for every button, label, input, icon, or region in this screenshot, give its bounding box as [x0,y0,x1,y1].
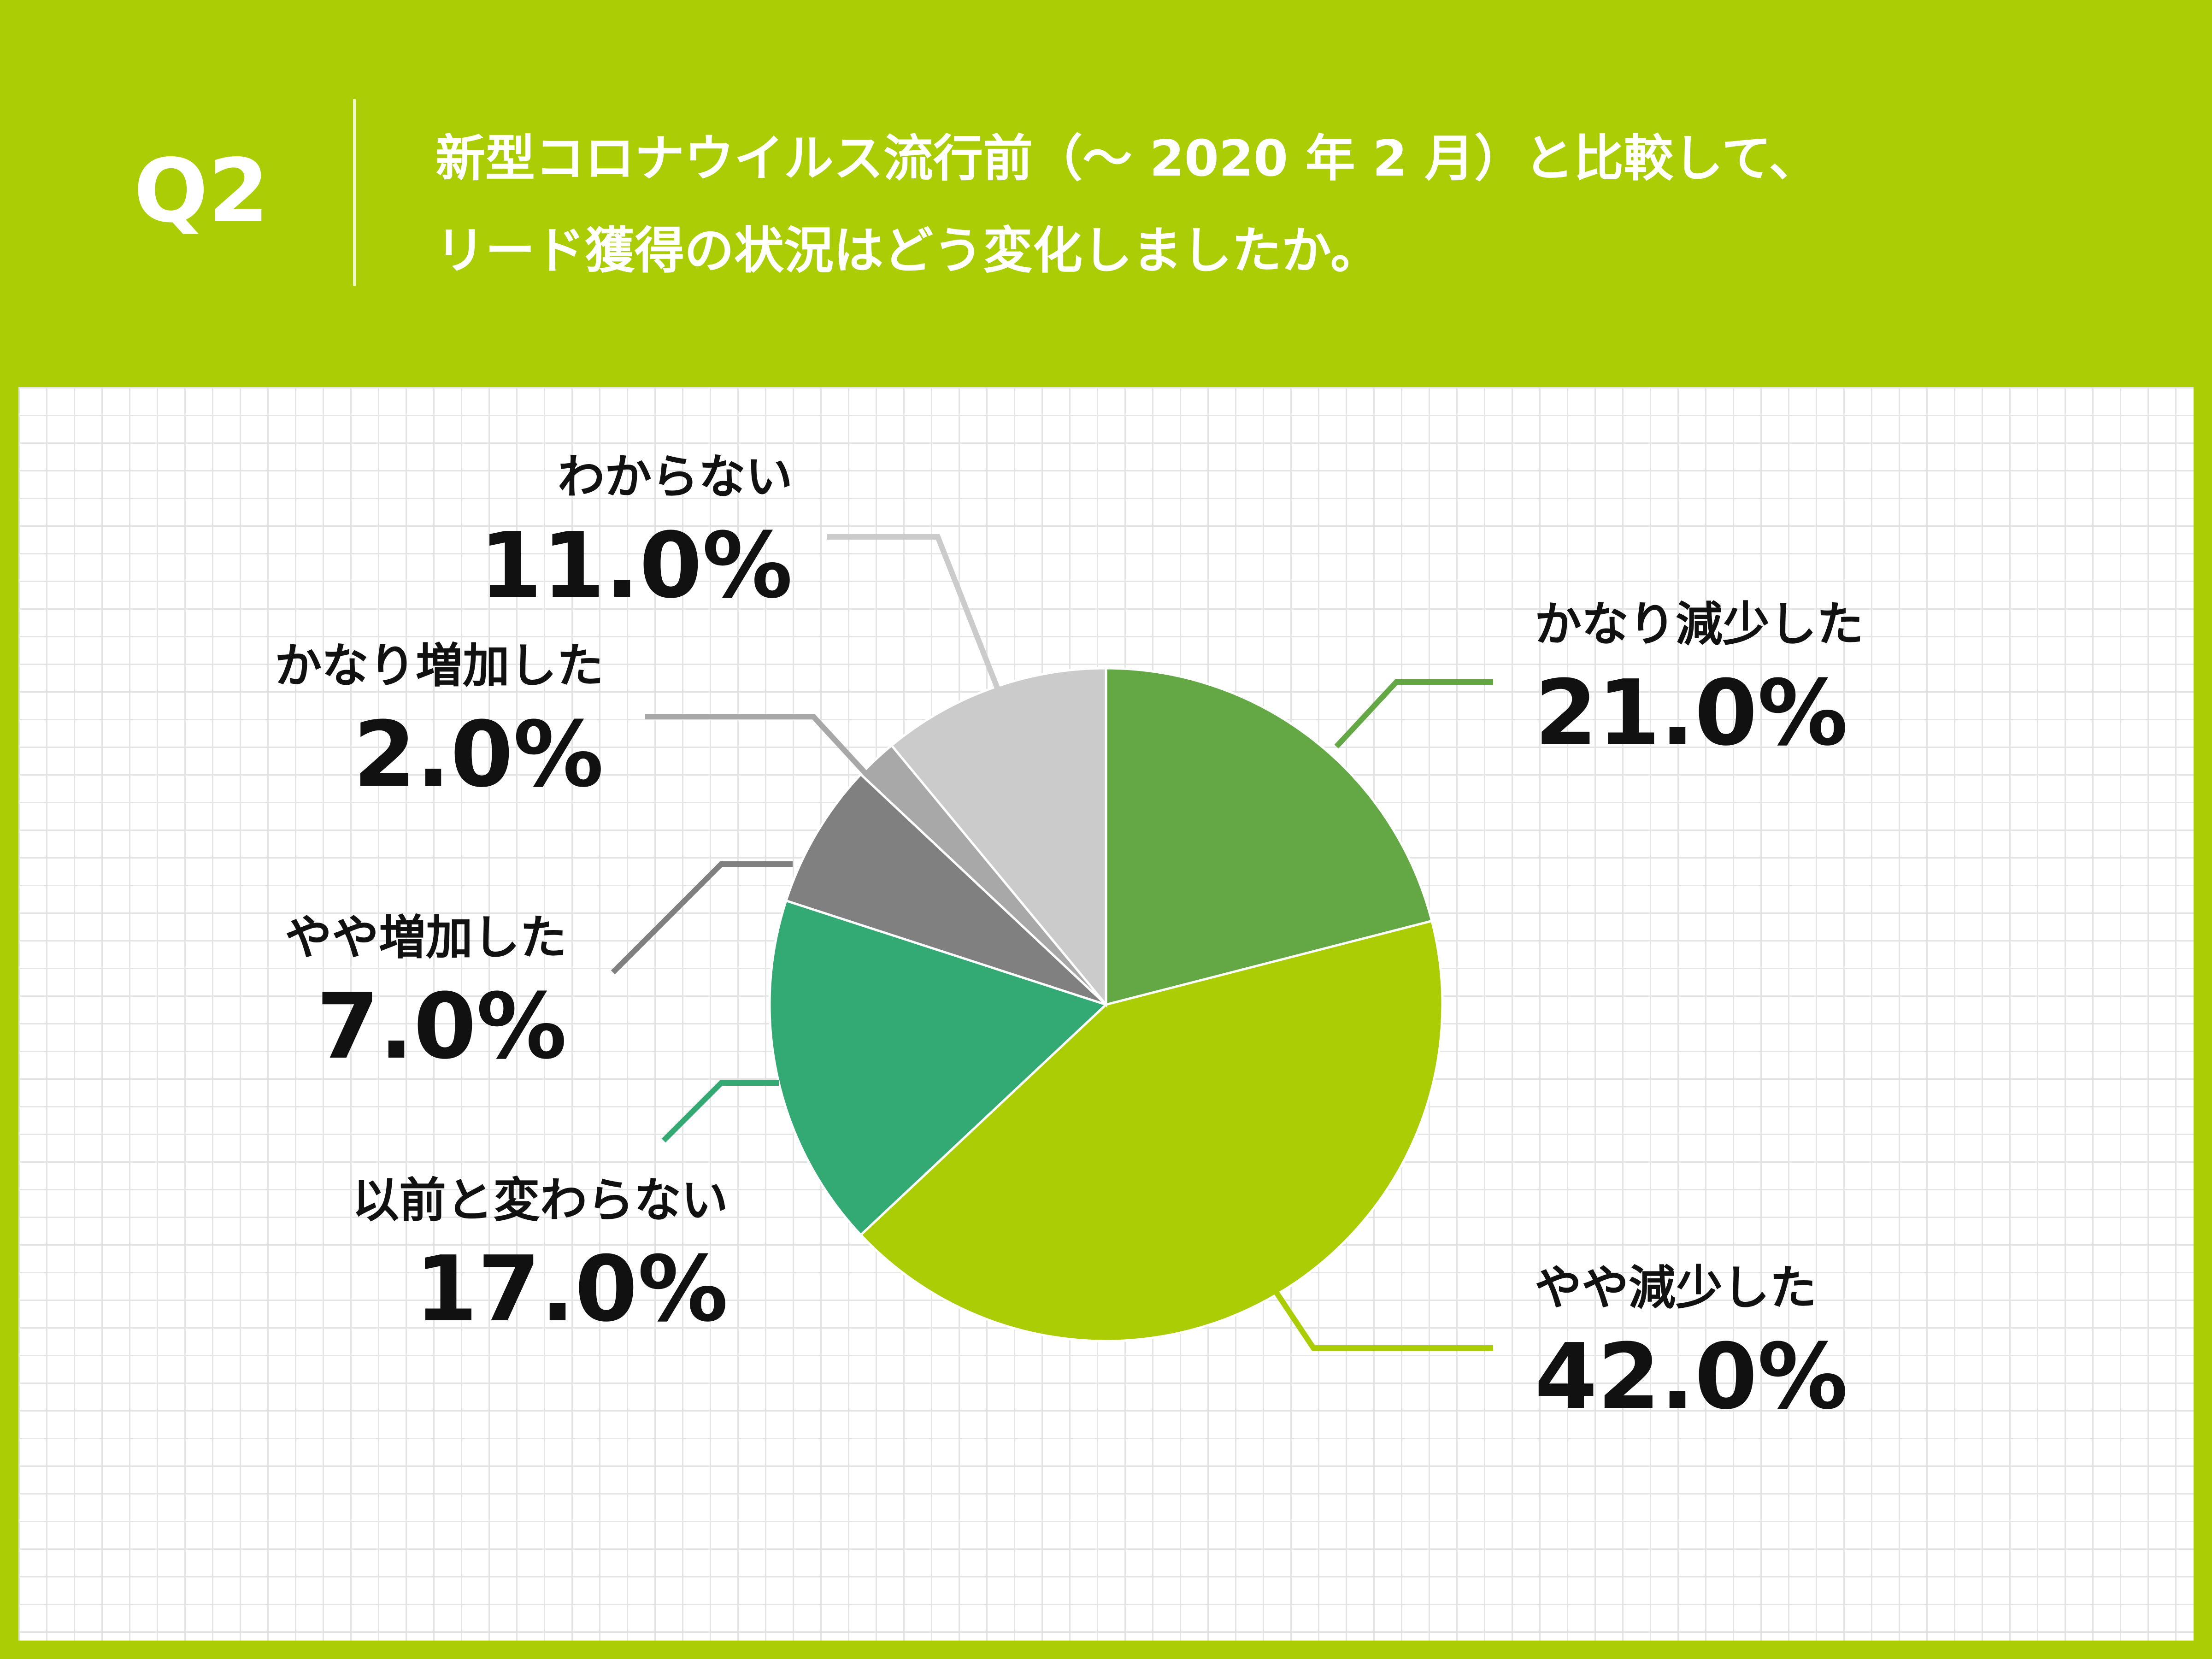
question-header: Q2 新型コロナウイルス流行前（〜 2020 年 2 月）と比較して、 リード獲… [0,0,2212,387]
question-line-2: リード獲得の状況はどう変化しましたか。 [435,222,1380,280]
question-text: 新型コロナウイルス流行前（〜 2020 年 2 月）と比較して、 リード獲得の状… [435,113,2048,297]
leader-line-dont-know [827,534,1000,690]
slice-value-dont-know: 11.0% [479,513,793,618]
leader-line-decreased-a-lot [1334,679,1493,749]
slice-label-decreased-a-lot: かなり減少した [1535,597,1864,652]
question-number: Q2 [134,140,269,242]
slice-label-increased-slightly: やや増加した [285,911,567,965]
leader-line-no-change [661,1080,779,1143]
slice-value-decreased-slightly: 42.0% [1535,1324,1848,1430]
pie-slice-decreased-a-lot [1105,667,1434,1006]
slice-value-no-change: 17.0% [415,1237,728,1342]
leader-line-increased-a-lot [645,714,869,777]
slice-value-increased-slightly: 7.0% [316,974,567,1079]
pie-chart: かなり減少した 21.0% やや減少した 42.0% 以前と変わらない 17.0% やや増加… [275,450,1864,1430]
leader-line-decreased-slightly [1270,1284,1493,1351]
pie-slice-increased-slightly [784,772,1107,1006]
question-line-1: 新型コロナウイルス流行前（〜 2020 年 2 月）と比較して、 [435,130,1819,188]
header-divider [353,99,356,286]
pie-slice-decreased-slightly [859,919,1444,1342]
pie-slice-dont-know [890,667,1107,1008]
slice-label-decreased-slightly: やや減少した [1535,1261,1817,1316]
slice-label-no-change: 以前と変わらない [352,1173,728,1228]
leader-line-increased-slightly [611,861,793,975]
slice-label-increased-a-lot: かなり増加した [275,639,604,694]
pie-slice-no-change [768,899,1108,1237]
slice-value-increased-a-lot: 2.0% [353,702,604,807]
slice-label-dont-know: わからない [558,450,793,505]
chart-panel: かなり減少した 21.0% やや減少した 42.0% 以前と変わらない 17.0% やや増加… [18,387,2194,1641]
slice-value-decreased-a-lot: 21.0% [1535,661,1848,766]
